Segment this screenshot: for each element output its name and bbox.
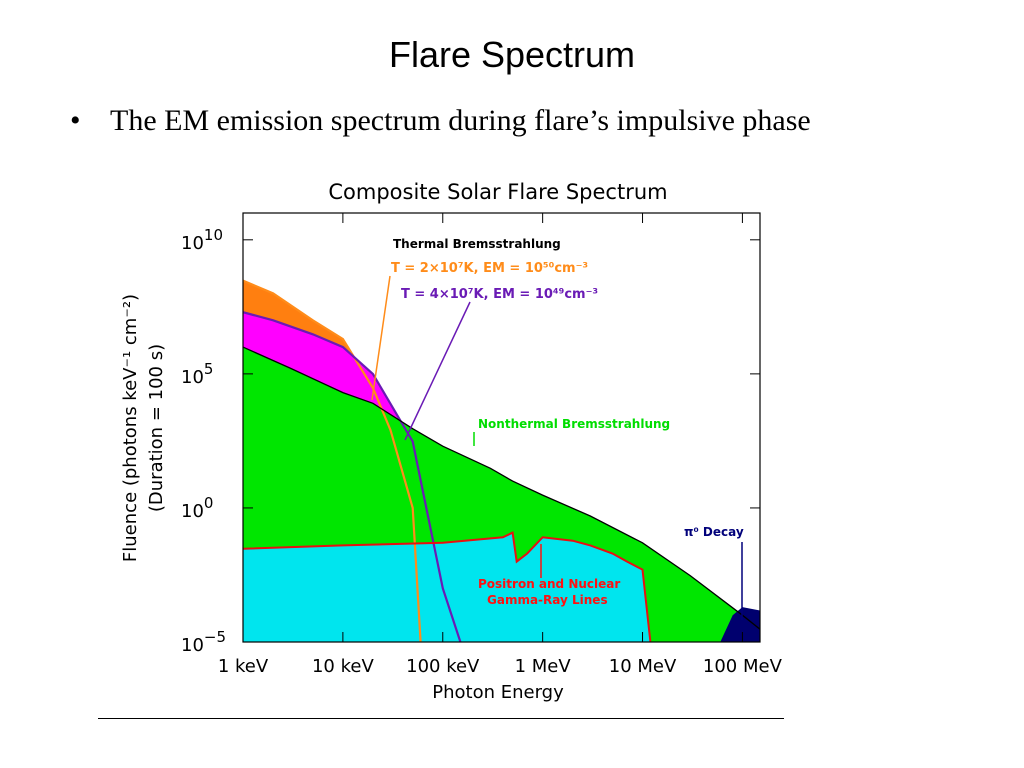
thermal-4e7K-curve	[243, 311, 462, 642]
y-axis-label-duration: (Duration = 100 s)	[146, 344, 167, 512]
thermal-bremsstrahlung-label: Thermal Bremsstrahlung	[393, 237, 561, 251]
x-tick-label: 1 keV	[218, 656, 269, 677]
nuclear-label-line1: Positron and Nuclear	[478, 577, 620, 591]
y-tick-label: 10−5	[181, 628, 226, 656]
bottom-divider	[98, 718, 784, 719]
nuclear-label-line2: Gamma-Ray Lines	[487, 593, 608, 607]
bullet-text: The EM emission spectrum during flare’s …	[110, 104, 811, 137]
slide-title: Flare Spectrum	[388, 34, 636, 75]
x-tick-label: 1 MeV	[515, 656, 572, 677]
y-tick-label: 1010	[181, 226, 223, 254]
thermal-2e7K-curve	[243, 279, 422, 642]
thermal-2e7K-label: T = 2×10⁷K, EM = 10⁵⁰cm⁻³	[391, 261, 588, 276]
nuclear-lines-curve	[243, 531, 652, 642]
thermal-4e7K-label: T = 4×10⁷K, EM = 10⁴⁹cm⁻³	[401, 287, 598, 302]
chart-title: Composite Solar Flare Spectrum	[328, 180, 667, 204]
nonthermal-bremsstrahlung-label: Nonthermal Bremsstrahlung	[478, 417, 670, 431]
x-tick-label: 100 MeV	[703, 656, 783, 677]
pion-decay-area	[720, 607, 760, 642]
y-axis-label: Fluence (photons keV⁻¹ cm⁻²)	[120, 294, 141, 562]
y-tick-label: 105	[181, 360, 213, 388]
x-tick-label: 10 keV	[312, 656, 374, 677]
x-tick-label: 100 keV	[406, 656, 480, 677]
thermal-2e7K-pointer	[371, 275, 391, 401]
bullet-mark: •	[70, 104, 81, 137]
bullet-item: • The EM emission spectrum during flare’s…	[70, 104, 811, 138]
thermal-4e7K-pointer	[404, 301, 471, 441]
composite-envelope-curve	[243, 346, 760, 630]
plot-frame	[242, 212, 761, 643]
x-axis-label: Photon Energy	[432, 682, 564, 703]
pion-decay-label: π⁰ Decay	[684, 525, 744, 539]
y-tick-label: 100	[181, 494, 213, 522]
x-tick-label: 10 MeV	[609, 656, 677, 677]
nuclear-gamma-ray-area	[243, 532, 651, 642]
